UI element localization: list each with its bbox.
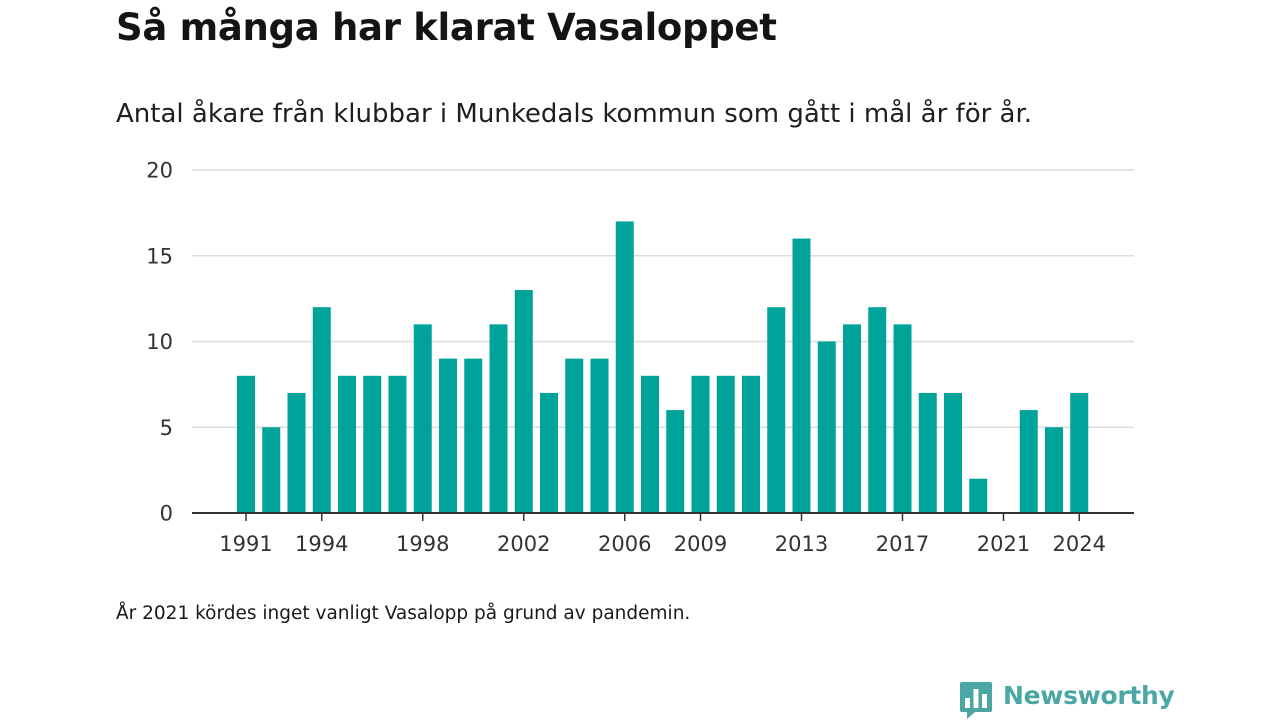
- bar-2020: [969, 478, 988, 513]
- bar-1995: [338, 375, 356, 513]
- bar-2008: [666, 410, 685, 513]
- bar-2024: [1070, 392, 1089, 513]
- y-tick-label: 15: [146, 244, 173, 268]
- bar-2022: [1019, 410, 1038, 513]
- bar-2011: [742, 375, 760, 513]
- bar-2003: [540, 392, 558, 513]
- bar-2014: [817, 341, 836, 513]
- x-tick-label: 2009: [674, 532, 727, 556]
- gridlines: [192, 169, 1134, 428]
- chart-subtitle: Antal åkare från klubbar i Munkedals kom…: [116, 99, 1033, 129]
- bar-1991: [237, 375, 255, 513]
- bar-2006: [615, 221, 634, 513]
- bar-1998: [413, 324, 432, 513]
- bar-2001: [489, 324, 508, 513]
- bar-1994: [312, 307, 331, 513]
- bar-2019: [944, 392, 962, 513]
- bar-2007: [641, 375, 659, 513]
- x-tick-label: 2002: [497, 532, 550, 556]
- x-tick-label: 2017: [876, 532, 929, 556]
- bar-chart: 0 5 10 15 20 1991 1994 1998 2002 2006 2009 2013 2017…: [146, 159, 1134, 556]
- x-tick-label: 2021: [977, 532, 1030, 556]
- brand-logo[interactable]: Newsworthy: [959, 680, 1175, 720]
- y-tick-label: 5: [160, 416, 173, 440]
- x-tick-label: 1994: [295, 532, 348, 556]
- y-tick-label: 20: [146, 159, 173, 183]
- bar-2002: [514, 290, 533, 513]
- bar-1999: [439, 358, 457, 513]
- bar-chart-speech-bubble-icon: [960, 682, 992, 719]
- bar-1997: [388, 375, 407, 513]
- x-tick-label: 2013: [775, 532, 828, 556]
- bar-2012: [767, 307, 786, 513]
- bar-2018: [918, 392, 937, 513]
- bar-2010: [716, 375, 735, 513]
- x-tick-label: 1998: [396, 532, 449, 556]
- bar-2009: [691, 375, 710, 513]
- bar-2015: [843, 324, 861, 513]
- bars: [237, 221, 1089, 513]
- x-tick-label: 2024: [1053, 532, 1106, 556]
- bar-1996: [363, 375, 382, 513]
- bar-1992: [262, 427, 281, 513]
- bar-2013: [792, 238, 811, 513]
- x-tick-label: 1991: [219, 532, 272, 556]
- bar-2005: [590, 358, 609, 513]
- footnote: År 2021 kördes inget vanligt Vasalopp på…: [116, 603, 691, 624]
- bar-2016: [868, 307, 887, 513]
- bar-2004: [565, 358, 584, 513]
- axes: 0 5 10 15 20 1991 1994 1998 2002 2006 2009 2013 2017…: [146, 159, 1134, 556]
- bar-2023: [1045, 427, 1063, 513]
- chart-title: Så många har klarat Vasaloppet: [116, 6, 777, 49]
- brand-name: Newsworthy: [1003, 681, 1175, 710]
- y-tick-label: 0: [160, 502, 173, 526]
- y-tick-label: 10: [146, 330, 173, 354]
- x-tick-label: 2006: [598, 532, 651, 556]
- bar-2000: [464, 358, 483, 513]
- bar-1993: [287, 392, 306, 513]
- bar-2017: [893, 324, 912, 513]
